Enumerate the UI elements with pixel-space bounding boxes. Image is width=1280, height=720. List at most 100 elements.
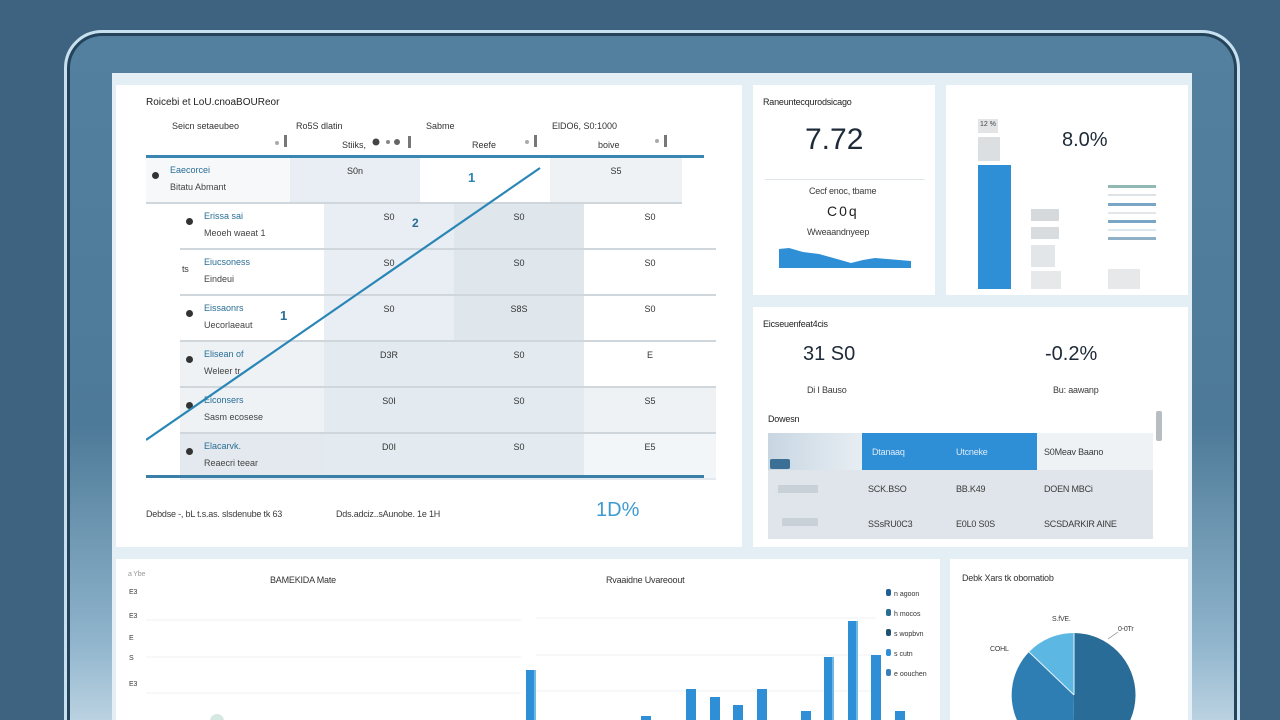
legend-item[interactable]: h mocos (886, 609, 927, 629)
table-row[interactable]: Elacarvk. Reaecri teear D0I S0 E5 (180, 434, 716, 480)
cell-value: S0 (513, 396, 525, 406)
chart-legend: n agoon h mocos s wopbvn s cutn e oouche… (886, 589, 927, 689)
annotation-label: 1 (468, 170, 476, 185)
subtable-row[interactable]: SSsRU0C3 E0L0 S0S SCSDARKIR AINE (768, 509, 1153, 539)
y-tick: E3 (129, 613, 138, 620)
row-name[interactable]: Eiucsoness (204, 257, 251, 267)
row-bullet (186, 218, 193, 225)
cell-value: S0 (644, 258, 656, 268)
footer-divider (146, 475, 704, 478)
pie-label: COHL (990, 646, 1009, 653)
row-name[interactable]: Elisean of (204, 349, 244, 359)
cell-value: S0 (513, 442, 525, 452)
selected-cell[interactable] (862, 433, 1037, 470)
subtable-row[interactable]: Dtanaaq Utcneke S0Meav Baano (768, 433, 1153, 470)
legend-item[interactable]: n agoon (886, 589, 927, 609)
cell-value: D0I (381, 442, 396, 452)
pie-slice-light (1029, 632, 1074, 695)
table-row[interactable]: Eaecorcei Bitatu Abmant S0n S5 (146, 158, 682, 204)
row-subtitle: Eindeui (204, 274, 235, 284)
cell-value: S0 (383, 212, 395, 222)
legend-item[interactable]: s wopbvn (886, 629, 927, 649)
cell-value: S8S (510, 304, 528, 314)
subtable-cell: SCK.BSO (868, 484, 907, 494)
row-placeholder-bar (782, 518, 818, 526)
subtable-row[interactable]: SCK.BSO BB.K49 DOEN MBCi (768, 476, 1153, 506)
kpi-mini-block (1031, 209, 1059, 221)
cell-value: S0 (644, 212, 656, 222)
kpi-caption: Wweaandnyeep (807, 227, 870, 237)
legend-item[interactable]: s cutn (886, 649, 927, 669)
legend-label: h mocos (894, 611, 921, 618)
summary-label-left: Di I Bauso (807, 385, 847, 395)
cell-value: S0I (382, 396, 396, 406)
row-subtitle: Meoeh waeat 1 (204, 228, 266, 238)
kpi-mini-block (1031, 271, 1061, 289)
chart-title-left: BAMEKIDA Mate (270, 575, 336, 585)
subtable: Dtanaaq Utcneke S0Meav Baano SCK.BSO BB.… (768, 433, 1153, 539)
row-thumbnail-icon (770, 459, 790, 469)
row-name[interactable]: Elacarvk. (204, 441, 242, 451)
subtable-cell: Utcneke (956, 447, 988, 457)
kpi-secondary-value: C0q (827, 203, 859, 219)
table-row[interactable]: Eiconsers Sasm ecosese S0I S0 S5 (180, 388, 716, 434)
filter-icon[interactable] (370, 135, 416, 149)
footer-summary-mid: Dds.adciz..sAunobe. 1e 1H (336, 509, 441, 519)
header-divider (146, 155, 704, 158)
row-name[interactable]: Erissa sai (204, 211, 244, 221)
pie-slice-dark (1073, 633, 1136, 720)
row-bullet (186, 402, 193, 409)
row-bullet (186, 356, 193, 363)
row-name[interactable]: Eiconsers (204, 395, 244, 405)
cell-value: S0 (513, 350, 525, 360)
kpi-mini-block (1108, 269, 1140, 289)
sort-icon[interactable] (522, 133, 542, 149)
table-row[interactable]: Eissaonrs Uecorlaeaut S0 S8S S0 (180, 296, 716, 342)
row-name[interactable]: Eissaonrs (204, 303, 244, 313)
chart-corner-label: a Ybe (128, 571, 146, 578)
legend-swatch-icon (886, 609, 891, 616)
cell-value: E5 (644, 442, 656, 452)
kpi-value: 7.72 (805, 123, 864, 156)
subtable-cell: S0Meav Baano (1044, 447, 1104, 457)
subtable-scrollbar[interactable] (1156, 411, 1162, 441)
subtable-cell: DOEN MBCi (1044, 484, 1093, 494)
pie-label: S.fVE. (1052, 616, 1071, 623)
pie-chart[interactable] (950, 559, 1188, 720)
cell-value: D3R (379, 350, 398, 360)
sort-icon[interactable] (272, 133, 292, 149)
row-marker: ts (182, 264, 189, 274)
column-header-3[interactable]: ElDO6, S0:1000 (552, 121, 618, 131)
table-panel: Roicebi et LoU.cnoaBOUReor Seicn setaeub… (116, 85, 742, 547)
legend-swatch-icon (886, 589, 891, 596)
table-title: Roicebi et LoU.cnoaBOUReor (146, 97, 280, 108)
subtable-cell: E0L0 S0S (956, 519, 995, 529)
bar-series[interactable] (526, 621, 905, 720)
column-header-0[interactable]: Seicn setaeubeo (172, 121, 240, 131)
column-subheader-3: boive (598, 140, 620, 150)
kpi-icon (978, 119, 998, 133)
table-row[interactable]: ts Eiucsoness Eindeui S0 S0 S0 (180, 250, 716, 296)
kpi-bar-primary[interactable] (978, 165, 1011, 289)
legend-swatch-icon (886, 649, 891, 656)
sort-icon[interactable] (652, 131, 672, 149)
kpi-line-list (1108, 185, 1156, 240)
cell-value: S0 (383, 304, 395, 314)
subtable-cell: SCSDARKIR AINE (1044, 519, 1117, 529)
y-tick: S (129, 655, 134, 662)
legend-item[interactable]: e oouchen (886, 669, 927, 689)
bar-chart-panel: a Ybe BAMEKIDA Mate Rvaaidne Uvareoout E… (116, 559, 940, 720)
cell-value: S0 (644, 304, 656, 314)
footer-summary-left: Debdse -, bL t.s.as. slsdenube tk 63 (146, 509, 283, 519)
table-row[interactable]: Elisean of Weleer tr. D3R S0 E (180, 342, 716, 388)
column-header-2[interactable]: Sabme (426, 121, 455, 131)
summary-value-right: -0.2% (1045, 343, 1098, 365)
summary-value-left: 31 S0 (803, 343, 856, 365)
row-name[interactable]: Eaecorcei (170, 165, 211, 175)
kpi-bar-placeholder (978, 137, 1000, 161)
cell-value: S0 (513, 258, 525, 268)
kpi-title: Raneuntecqurodsicago (763, 97, 852, 107)
annotation-label: 1 (280, 308, 288, 323)
subtable-cell: SSsRU0C3 (868, 519, 913, 529)
column-header-1[interactable]: Ro5S dlatin (296, 121, 343, 131)
